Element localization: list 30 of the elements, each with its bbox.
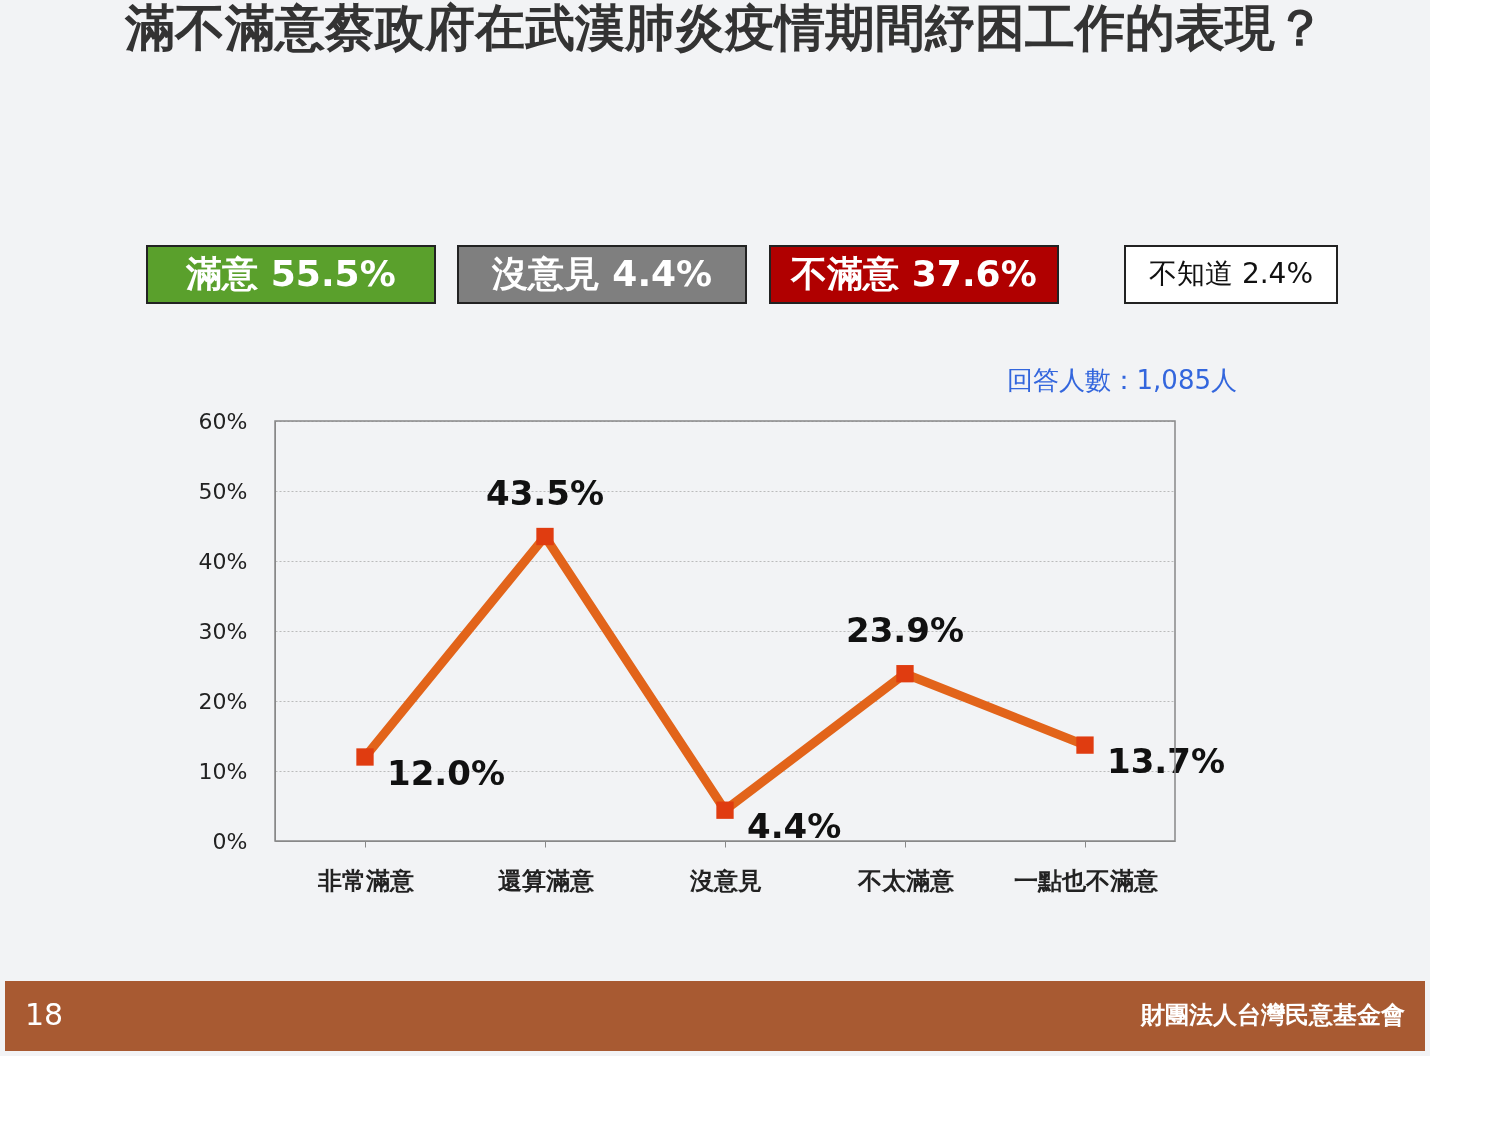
text: 不知道 2.4%	[1148, 257, 1314, 290]
point	[536, 527, 554, 546]
y-tick-label: 0%	[212, 828, 248, 854]
point	[1076, 736, 1094, 754]
x-tick-label: 還算滿意	[497, 866, 595, 895]
text: 回答人數：1,085人	[1006, 365, 1237, 395]
text: 4.4%	[747, 806, 842, 847]
point	[896, 665, 914, 683]
text: 滿意 55.5%	[185, 253, 396, 294]
x-tick-label: 一點也不滿意	[1013, 866, 1159, 895]
chart-title: 滿不滿意蔡政府在武漢肺炎疫情期間紓困工作的表現？	[124, 0, 1325, 57]
y-tick-label: 30%	[198, 618, 248, 644]
x-tick-label: 不太滿意	[856, 866, 955, 895]
text: 23.9%	[846, 609, 964, 650]
text: 12.0%	[387, 753, 505, 793]
x-tick-label: 沒意見	[688, 866, 762, 895]
text: 43.5%	[486, 472, 604, 513]
y-tick-label: 50%	[198, 478, 248, 504]
x-tick-label: 非常滿意	[316, 866, 415, 895]
point	[356, 748, 374, 766]
point	[716, 801, 734, 819]
y-tick-label: 20%	[198, 688, 248, 714]
y-tick-label: 40%	[198, 548, 248, 574]
text: 財團法人台灣民意基金會	[1140, 1001, 1405, 1029]
text: 18	[25, 997, 64, 1032]
y-tick-label: 60%	[198, 408, 248, 434]
y-tick-label: 10%	[198, 758, 248, 784]
text: 沒意見 4.4%	[490, 253, 713, 294]
text: 13.7%	[1107, 741, 1225, 782]
text: 不滿意 37.6%	[790, 253, 1037, 294]
